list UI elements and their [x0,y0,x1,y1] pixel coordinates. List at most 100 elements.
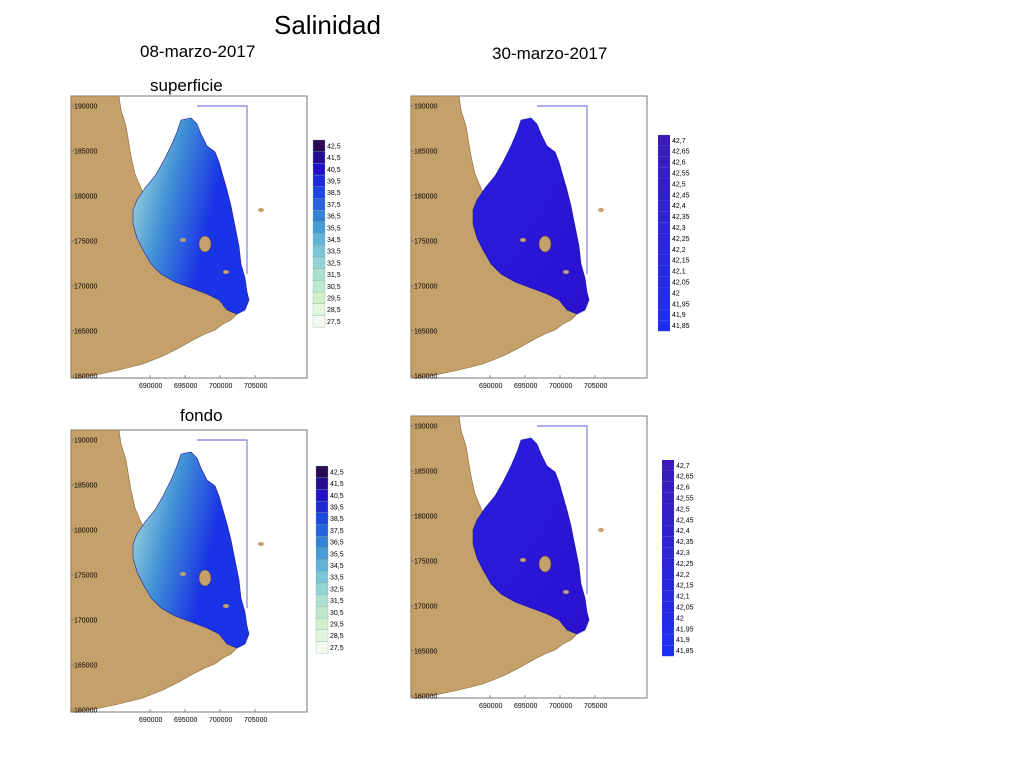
colorbar-swatch [315,617,329,630]
colorbar-swatch [662,590,674,602]
x-tick-label: 700000 [209,717,232,724]
y-tick-label: 190000 [74,104,97,111]
colorbar-label: 42,25 [672,236,690,243]
y-tick-label: 170000 [414,284,437,291]
island-perdiguera [520,558,526,562]
colorbar-swatch [658,135,670,146]
x-tick-label: 690000 [479,383,502,390]
colorbar-label: 42,3 [672,225,686,232]
map-panel-surface-march-30: 160000 165000 170000 175000 180000 185000 1900… [405,95,653,406]
colorbar-label: 35,5 [330,551,344,558]
colorbar-bottom-march-30: 42,7 42,65 42,6 42,55 42,5 42,45 42,4 42,35 42,3… [662,460,712,660]
colorbar-swatch [662,470,674,482]
colorbar-swatch [315,465,329,478]
colorbar-label: 42 [672,290,680,297]
y-tick-label: 165000 [414,329,437,336]
colorbar-label: 42,55 [672,171,690,178]
lagoon-salinity-field [472,117,590,315]
y-tick-label: 185000 [74,483,97,490]
colorbar-label: 42,5 [330,469,344,476]
colorbar-label: 42 [676,615,684,622]
y-tick-label: 165000 [74,663,97,670]
island-baron [223,270,229,274]
colorbar-swatch [662,623,674,635]
colorbar-label: 41,95 [676,626,694,633]
y-tick-label: 175000 [414,239,437,246]
y-tick-label: 180000 [414,514,437,521]
y-tick-label: 160000 [414,694,437,701]
layer-label-surface: superficie [150,76,223,95]
colorbar-label: 41,85 [676,648,694,655]
colorbar-label: 34,5 [330,563,344,570]
y-tick-label: 180000 [74,194,97,201]
colorbar-label: 41,95 [672,301,690,308]
colorbar-swatch [658,276,670,288]
colorbar-swatch [315,606,329,619]
colorbar-label: 42,45 [672,192,690,199]
island-baron [563,590,569,594]
model-boundary [537,425,588,594]
y-tick-label: 170000 [74,284,97,291]
x-tick-label: 695000 [514,383,537,390]
island-grosa [258,208,264,212]
colorbar-svg: 42,5 41,5 40,5 39,5 38,5 37,5 36,5 35,5 34,5 33,5… [315,465,344,654]
y-tick-label: 160000 [74,374,97,381]
colorbar-svg: 42,7 42,65 42,6 42,55 42,5 42,45 42,4 42,35 42,3… [662,460,694,657]
colorbar-swatch [662,558,674,569]
colorbar-label: 41,85 [672,323,690,330]
x-tick-label: 705000 [244,383,267,390]
colorbar-swatch [658,189,670,201]
colorbar-swatch [658,211,670,223]
colorbar-label: 30,5 [330,610,344,617]
colorbar-label: 42,35 [676,539,694,546]
colorbar-swatch [662,481,674,493]
x-tick-label: 695000 [174,717,197,724]
colorbar-label: 32,5 [327,260,341,267]
colorbar-label: 41,5 [327,155,341,162]
colorbar-swatch [315,536,329,549]
colorbar-label: 42,1 [676,594,690,601]
island-baron [563,270,569,274]
colorbar-label: 42,1 [672,269,686,276]
colorbar-label: 42,55 [676,496,694,503]
colorbar-label: 41,9 [672,312,686,319]
colorbar-swatch [315,641,329,654]
colorbar-swatch [658,156,670,168]
colorbar-swatch [312,245,326,258]
x-tick-label: 700000 [549,703,572,710]
colorbar-label: 42,3 [676,550,690,557]
x-tick-label: 695000 [174,383,197,390]
island-perdiguera [180,572,186,576]
colorbar-swatch [315,559,329,572]
colorbar-label: 36,5 [327,214,341,221]
island-mayor [538,555,552,573]
colorbar-swatch [662,645,674,657]
colorbar-swatch [658,222,670,234]
island-mayor [198,235,212,253]
date-label-march-30: 30-marzo-2017 [492,44,608,63]
y-tick-label: 165000 [414,649,437,656]
colorbar-swatch [312,174,326,187]
x-tick-label: 700000 [549,383,572,390]
colorbar-label: 42,4 [672,203,686,210]
y-tick-label: 165000 [74,329,97,336]
colorbar-swatch [315,524,329,537]
colorbar-surface-march-8: 42,5 41,5 40,5 39,5 38,5 37,5 36,5 35,5 34,5 33,5… [312,139,363,331]
colorbar-swatch [658,200,670,212]
lagoon-salinity-field [132,117,250,315]
colorbar-label: 37,5 [330,528,344,535]
colorbar-svg: 42,7 42,65 42,6 42,55 42,5 42,45 42,4 42,35 42,3… [658,135,690,332]
colorbar-label: 30,5 [327,284,341,291]
colorbar-label: 42,05 [672,280,690,287]
colorbar-label: 41,5 [330,481,344,488]
map-svg: 160000 165000 170000 175000 180000 185000 1900… [410,95,648,390]
colorbar-label: 29,5 [327,296,341,303]
colorbar-label: 28,5 [327,307,341,314]
island-grosa [258,542,264,546]
colorbar-swatch [662,525,674,537]
y-tick-label: 180000 [414,194,437,201]
island-perdiguera [520,238,526,242]
colorbar-swatch [658,254,670,266]
colorbar-swatch [312,198,326,211]
colorbar-swatch [662,536,674,548]
